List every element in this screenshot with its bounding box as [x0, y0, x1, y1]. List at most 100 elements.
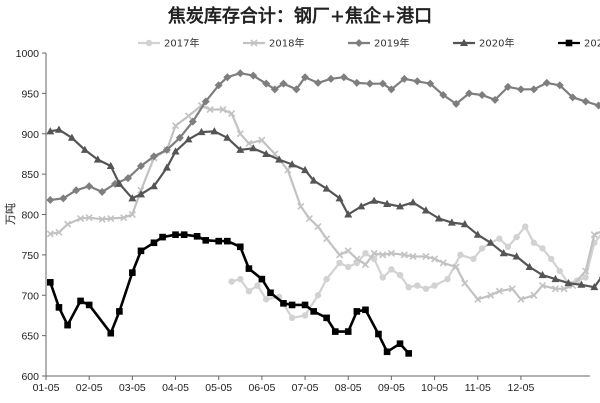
data-point	[447, 218, 456, 226]
data-point	[487, 291, 495, 299]
data-point	[120, 214, 128, 222]
legend-item: 2019年	[348, 37, 409, 50]
y-tick-label: 700	[21, 290, 39, 302]
data-point	[129, 269, 136, 276]
legend-label: 2020年	[479, 37, 514, 50]
data-point	[568, 93, 577, 102]
data-point	[344, 328, 352, 335]
data-point	[210, 127, 219, 135]
data-point	[594, 101, 600, 110]
data-point	[499, 249, 508, 257]
data-point	[344, 210, 353, 218]
data-point	[474, 295, 482, 303]
data-point	[116, 308, 123, 315]
data-point	[396, 271, 404, 279]
data-point	[422, 252, 430, 261]
data-point	[465, 89, 474, 98]
data-point	[422, 285, 430, 292]
data-point	[577, 280, 586, 288]
data-point	[46, 195, 55, 204]
data-point	[279, 79, 288, 88]
data-point	[590, 231, 598, 239]
data-point	[201, 97, 210, 106]
y-tick-labels: 600 650 700 750 800 850 900 950 1000	[16, 48, 46, 383]
data-point	[67, 133, 76, 141]
legend-marker	[145, 39, 153, 47]
data-point	[215, 237, 222, 245]
y-tick-label: 750	[21, 250, 39, 262]
y-tick-label: 850	[21, 169, 39, 181]
data-point	[383, 348, 391, 356]
data-point	[214, 81, 223, 90]
data-point	[150, 239, 158, 247]
x-tick-label: 12-05	[507, 382, 534, 394]
data-point	[93, 155, 102, 163]
data-point	[85, 214, 93, 222]
data-point	[452, 99, 461, 108]
data-point	[439, 90, 448, 99]
data-point	[237, 275, 244, 283]
data-point	[55, 304, 63, 311]
data-point	[460, 219, 469, 228]
data-point	[431, 255, 439, 263]
data-point	[457, 251, 464, 259]
data-point	[223, 133, 232, 141]
data-point	[171, 147, 180, 155]
data-point	[556, 267, 563, 275]
legend-marker	[355, 39, 363, 47]
data-point	[335, 194, 344, 202]
y-tick-label: 1000	[16, 48, 40, 60]
data-point	[486, 238, 495, 246]
data-point	[64, 220, 72, 228]
data-point	[175, 133, 184, 142]
x-tick-label: 01-05	[33, 382, 60, 394]
data-point	[538, 281, 547, 290]
legend: 2017年 2018年 2019年 2020年 2021年	[138, 37, 600, 50]
data-point	[344, 247, 352, 255]
data-point	[85, 301, 93, 309]
data-point	[434, 214, 443, 222]
data-point	[590, 282, 599, 291]
data-point	[98, 187, 107, 196]
data-point	[388, 266, 395, 273]
data-point	[249, 71, 258, 80]
data-point	[85, 182, 94, 191]
data-point	[162, 163, 171, 171]
data-point	[555, 81, 564, 90]
data-point	[439, 259, 447, 267]
legend-label: 2021年	[584, 37, 600, 50]
data-point	[461, 279, 469, 287]
data-point	[362, 250, 369, 257]
data-point	[336, 259, 343, 267]
x-tick-label: 06-05	[248, 382, 275, 394]
data-point	[162, 145, 171, 154]
data-point	[551, 285, 560, 293]
y-axis-label: 万吨	[4, 203, 17, 225]
x-tick-label: 09-05	[378, 382, 405, 394]
data-point	[503, 82, 512, 91]
data-point	[124, 174, 133, 183]
data-point	[361, 260, 370, 269]
data-point	[396, 340, 404, 347]
data-point	[539, 245, 546, 252]
data-point	[128, 194, 137, 202]
series-3	[46, 125, 600, 291]
data-point	[375, 330, 382, 338]
y-tick-label: 950	[21, 88, 39, 100]
data-point	[452, 263, 460, 271]
data-point	[107, 329, 115, 337]
data-point	[396, 202, 405, 210]
data-point	[275, 155, 284, 163]
data-point	[288, 301, 296, 309]
data-point	[171, 122, 180, 130]
data-point	[280, 300, 287, 307]
data-point	[582, 274, 589, 281]
data-point	[353, 308, 361, 315]
legend-label: 2017年	[164, 37, 199, 50]
data-point	[470, 255, 477, 263]
data-point	[236, 69, 245, 78]
data-point	[224, 237, 231, 245]
data-point	[336, 251, 344, 259]
data-point	[245, 288, 253, 295]
